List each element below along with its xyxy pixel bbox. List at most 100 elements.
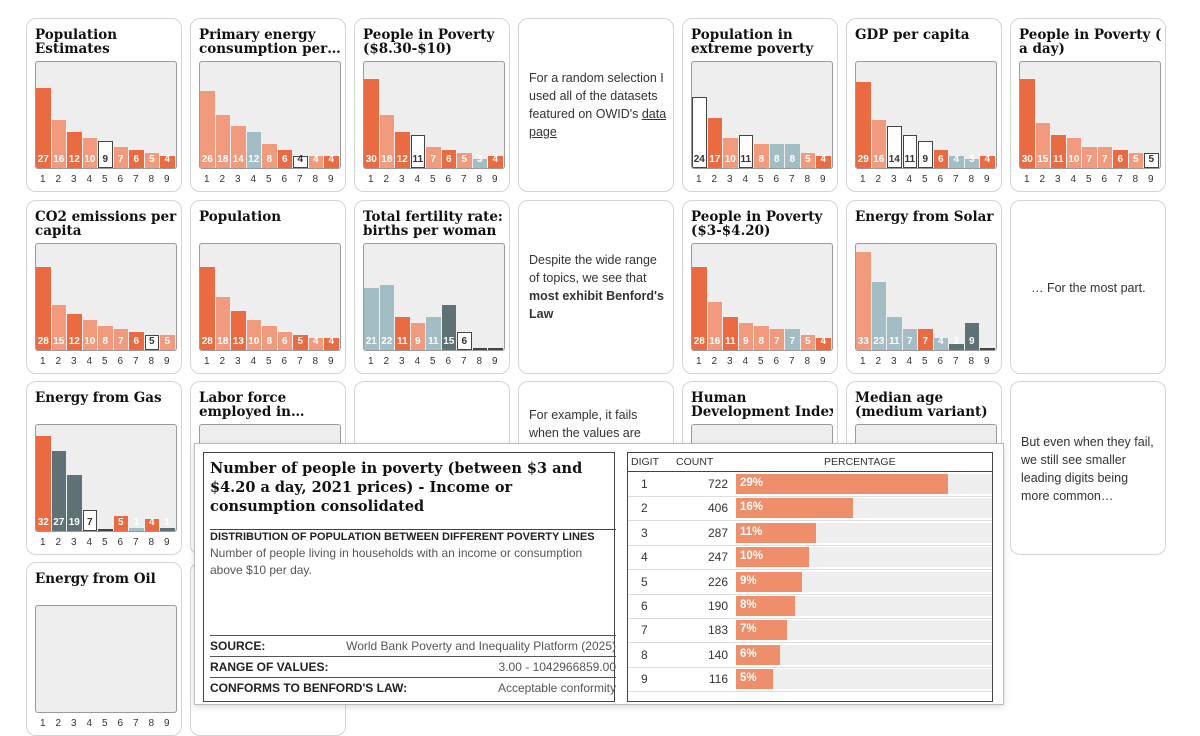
- digit-bar-label: 11: [904, 154, 916, 165]
- digit-bar: [98, 529, 113, 531]
- digit-bar-label: 4: [312, 336, 319, 347]
- card-primary-energy[interactable]: Primary energy consumption per… 26 18 14 12 8 6…: [190, 18, 346, 192]
- card-title: Energy from Gas: [35, 391, 177, 405]
- digit-tick: 6: [445, 174, 452, 185]
- digit-bar-label: 23: [873, 336, 885, 347]
- digit-bar: [1082, 147, 1097, 168]
- table-row: 5 226 9%: [628, 570, 992, 595]
- card-title: Energy from Solar: [855, 210, 997, 224]
- card-poverty-3-420[interactable]: People in Poverty ($3-$4.20) 28 16 11 9 8 7 7 5 4 1…: [682, 200, 838, 374]
- digit-bar: [800, 335, 815, 350]
- digit-tick: 6: [117, 537, 124, 548]
- digit-bar-label: 8: [758, 154, 765, 165]
- digit-bar-label: 8: [266, 336, 273, 347]
- digit-bar: [308, 338, 323, 350]
- digit-bar-label: 5: [148, 336, 155, 347]
- digit-tick: 6: [773, 174, 780, 185]
- digit-bar-label: 29: [857, 154, 869, 165]
- card-title-line: Energy from Gas: [35, 391, 162, 405]
- digit-chart: 28 15 12 10 8 7 6 5 5: [35, 243, 177, 351]
- digit-bar-label: 9: [102, 154, 109, 165]
- digit-bar-label: 4: [164, 154, 171, 165]
- card-extreme-poverty[interactable]: Population in extreme poverty 24 17 10 11 8 8 8 5…: [682, 18, 838, 192]
- card-co2-per-capita[interactable]: CO2 emissions per capita 28 15 12 10 8 7 6 5 5 1 2 3 4…: [26, 200, 182, 374]
- digit-chart: 26 18 14 12 8 6 4 4 4: [199, 61, 341, 169]
- digit-tick: 7: [132, 356, 139, 367]
- digit-tick: 5: [1085, 174, 1092, 185]
- digit-tick: 7: [296, 356, 303, 367]
- digit-bar-label: 4: [492, 154, 499, 165]
- digit-tick: 4: [86, 537, 93, 548]
- digit-bar: [933, 150, 948, 168]
- card-title: People in Poverty ($3a day): [1019, 28, 1161, 56]
- digit-bar: [1097, 147, 1112, 168]
- digit-tick: 8: [148, 537, 155, 548]
- digit-bar-label: 5: [164, 336, 171, 347]
- note-example-text: For example, it fails when the values ar…: [529, 408, 641, 440]
- digit-bar: [816, 338, 831, 350]
- digit-bar: [1051, 135, 1066, 168]
- digit-bar-label: 30: [365, 154, 377, 165]
- digit-bar: [902, 135, 917, 168]
- digit-tick: 7: [132, 718, 139, 729]
- digit-tick: 7: [132, 537, 139, 548]
- digit-bar: [293, 335, 308, 350]
- card-population-estimates[interactable]: Population Estimates 27 16 12 10 9 7 6 5 4 1 2 3 4 5 6 7 8…: [26, 18, 182, 192]
- digit-tick: 4: [86, 174, 93, 185]
- card-energy-gas[interactable]: Energy from Gas 32 27 19 7 5 1 4 1 1 2 3 4 5 6 7 8 9: [26, 381, 182, 555]
- digit-tick: 1: [203, 356, 210, 367]
- digit-tick: 4: [250, 174, 257, 185]
- digit-tick: 7: [952, 356, 959, 367]
- card-gdp-per-capita[interactable]: GDP per capita 29 16 14 11 9 6 4 3 4 1 2 3 4 5 6 7 8 9: [846, 18, 1002, 192]
- digit-bar: [441, 305, 456, 350]
- card-energy-oil[interactable]: Energy from Oil 1 2 3 4 5 6 7 8 9: [26, 562, 182, 736]
- digit-tick: 3: [398, 174, 405, 185]
- digit-bar: [1035, 123, 1050, 168]
- digit-bar: [769, 144, 784, 168]
- card-population[interactable]: Population 28 18 13 10 8 6 5 4 4 1 2 3 4 5 6 7 8 9: [190, 200, 346, 374]
- digit-bar: [67, 314, 82, 350]
- card-poverty-830-10[interactable]: People in Poverty ($8.30-$10) 30 18 12 11 7 6 5 3…: [354, 18, 510, 192]
- card-title: Population in extreme poverty: [691, 28, 833, 56]
- digit-tick: 5: [101, 174, 108, 185]
- card-title: Human Development Index: [691, 391, 833, 419]
- source-value: World Bank Poverty and Inequality Platfo…: [346, 639, 616, 653]
- card-title: GDP per capita: [855, 28, 997, 42]
- digit-bar: [395, 132, 410, 168]
- digit-tick: 1: [367, 174, 374, 185]
- percentage-track: 8%: [736, 596, 992, 616]
- digit-bar-label: 8: [758, 336, 765, 347]
- row-count: 116: [708, 672, 728, 687]
- popup-digit-table: DIGIT COUNT PERCENTAGE 1 722 29% 2 406 16% 3 28…: [627, 452, 993, 702]
- data-page-link[interactable]: data page: [529, 107, 667, 139]
- digit-bar: [918, 141, 933, 168]
- digit-bar-label: 12: [396, 154, 408, 165]
- digit-tick: 5: [265, 174, 272, 185]
- row-digit: 5: [641, 574, 648, 589]
- card-energy-solar[interactable]: Energy from Solar 33 23 11 7 7 4 2 9 1 2 3 4 5 6 7 8 9: [846, 200, 1002, 374]
- digit-tick: 2: [875, 356, 882, 367]
- digit-tick: 4: [414, 356, 421, 367]
- table-header: DIGIT COUNT PERCENTAGE: [628, 453, 992, 472]
- percentage-bar: 5%: [736, 669, 773, 690]
- digit-tick: 4: [742, 174, 749, 185]
- digit-bar: [949, 344, 964, 350]
- card-fertility-rate[interactable]: Total fertility rate: births per woman 21 2…: [354, 200, 510, 374]
- digit-tick: 2: [711, 174, 718, 185]
- card-poverty-3-day[interactable]: People in Poverty ($3a day)3015111077655…: [1010, 18, 1166, 192]
- digit-bar: [949, 156, 964, 168]
- digit-tick: 8: [476, 174, 483, 185]
- digit-bar-label: 4: [297, 154, 304, 165]
- digit-bar-label: 7: [117, 154, 124, 165]
- digit-bar: [231, 311, 246, 350]
- digit-bar-label: 5: [297, 336, 304, 347]
- card-title: People in Poverty ($3-$4.20): [691, 210, 833, 238]
- digit-tick: 9: [819, 174, 826, 185]
- digit-bar-label: 2: [953, 336, 960, 347]
- digit-bar: [324, 338, 339, 350]
- digit-tick: 8: [968, 174, 975, 185]
- digit-tick: 7: [296, 174, 303, 185]
